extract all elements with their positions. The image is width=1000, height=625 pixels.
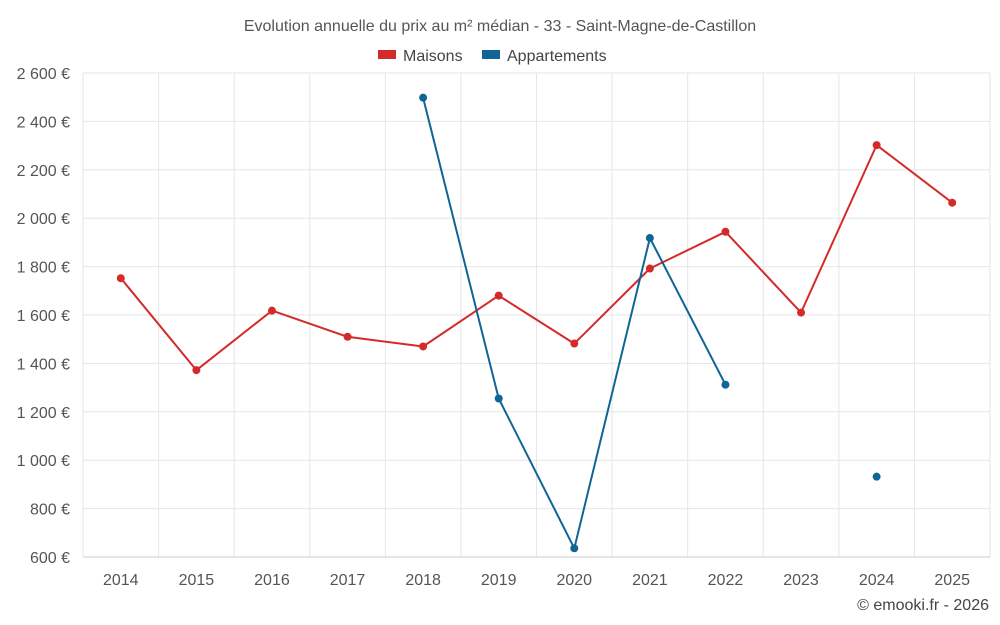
data-point-2016[interactable] [267,306,276,315]
series-maisons [116,141,957,375]
data-point-2014[interactable] [116,274,125,283]
x-tick-label: 2018 [405,572,441,589]
grid [82,72,991,558]
y-tick-label: 1 000 € [17,453,70,470]
y-tick-label: 800 € [30,502,70,519]
y-axis: 600 € 800 € 1 000 € 1 200 € 1 400 € 1 600 € 1 … [17,66,70,567]
legend-label: Appartements [507,48,607,65]
x-tick-label: 2014 [103,572,139,589]
series-line [422,97,727,550]
x-tick-label: 2015 [179,572,215,589]
chart-title: Evolution annuelle du prix au m² médian … [244,18,756,35]
legend-swatch [378,50,396,59]
y-tick-label: 2 000 € [17,211,70,228]
data-point-2018[interactable] [419,342,428,351]
data-point-2022[interactable] [721,380,730,389]
x-tick-label: 2022 [708,572,744,589]
data-point-2019[interactable] [494,394,503,403]
x-tick-label: 2019 [481,572,517,589]
data-point-2022[interactable] [721,227,730,236]
data-point-2017[interactable] [343,332,352,341]
series-appartements [419,93,881,553]
x-tick-label: 2017 [330,572,366,589]
x-tick-label: 2023 [783,572,819,589]
legend-item-maisons[interactable]: Maisons [378,48,463,65]
y-tick-label: 2 400 € [17,114,70,131]
series-line [120,144,953,372]
y-tick-label: 2 600 € [17,66,70,83]
x-tick-label: 2021 [632,572,668,589]
data-point-2021[interactable] [645,264,654,273]
data-point-2020[interactable] [570,544,579,553]
y-tick-label: 1 200 € [17,405,70,422]
x-axis: 2014 2015 2016 2017 2018 2019 2020 2021 2022 2023… [103,572,970,589]
y-tick-label: 2 200 € [17,163,70,180]
data-point-2015[interactable] [192,366,201,375]
y-tick-label: 1 800 € [17,260,70,277]
data-point-2025[interactable] [948,198,957,207]
x-tick-label: 2024 [859,572,895,589]
data-point-2019[interactable] [494,291,503,300]
x-tick-label: 2025 [934,572,970,589]
data-point-2020[interactable] [570,339,579,348]
legend-label: Maisons [403,48,463,65]
data-point-2021[interactable] [645,234,654,243]
x-tick-label: 2020 [556,572,592,589]
data-point-2018[interactable] [419,93,428,102]
data-point-2024[interactable] [872,472,881,481]
legend-item-appartements[interactable]: Appartements [482,48,607,65]
x-tick-label: 2016 [254,572,290,589]
legend-swatch [482,50,500,59]
y-tick-label: 1 400 € [17,356,70,373]
y-tick-label: 600 € [30,550,70,567]
data-point-2023[interactable] [797,308,806,317]
credit-text: © emooki.fr - 2026 [857,597,989,614]
legend: Maisons Appartements [378,48,607,65]
data-point-2024[interactable] [872,141,881,150]
y-tick-label: 1 600 € [17,308,70,325]
series-layer [116,93,957,553]
